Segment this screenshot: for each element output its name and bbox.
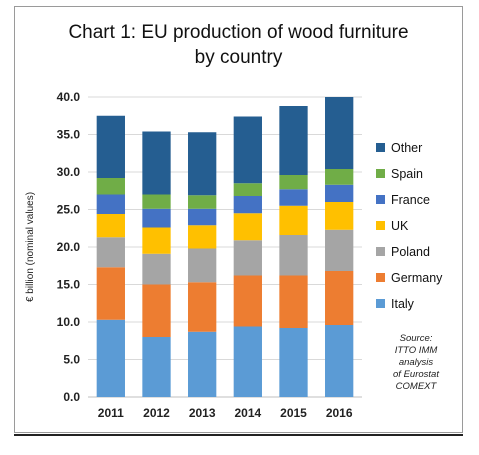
bar-segment-france: [279, 189, 308, 206]
source-annotation: Source: ITTO IMM analysis of Eurostat CO…: [376, 333, 456, 393]
legend-label-spain: Spain: [391, 167, 423, 181]
chart-title-line-1: Chart 1: EU production of wood furniture: [68, 22, 409, 43]
bar-segment-italy: [325, 325, 354, 397]
x-tick-label: 2013: [189, 406, 216, 420]
bar-segment-france: [96, 194, 125, 214]
bar-segment-spain: [325, 169, 354, 185]
legend-label-uk: UK: [391, 219, 409, 233]
bar-segment-italy: [233, 326, 262, 397]
bar-segment-poland: [188, 248, 217, 283]
y-tick-label: 5.0: [63, 353, 80, 367]
y-tick-label: 35.0: [57, 128, 81, 142]
source-line: analysis: [398, 357, 434, 368]
bar-segment-other: [142, 131, 171, 195]
bar-segment-uk: [142, 227, 171, 254]
legend-swatch-other: [376, 143, 385, 152]
bottom-rule: [14, 434, 463, 436]
bar-segment-poland: [142, 253, 171, 285]
y-tick-label: 0.0: [63, 390, 80, 404]
x-tick-label: 2011: [98, 406, 124, 420]
legend-label-italy: Italy: [391, 297, 415, 311]
bar-segment-poland: [96, 237, 125, 268]
bar-segment-france: [142, 208, 171, 228]
bar-segment-other: [233, 116, 262, 184]
legend-label-france: France: [391, 193, 430, 207]
bar-segment-germany: [233, 275, 262, 327]
legend-swatch-italy: [376, 299, 385, 308]
bar-segment-other: [279, 106, 308, 175]
y-tick-label: 20.0: [57, 240, 81, 254]
bar-segment-poland: [279, 235, 308, 276]
x-tick-label: 2015: [280, 406, 307, 420]
source-line: Source:: [399, 333, 433, 344]
source-line: ITTO IMM: [394, 345, 438, 356]
bar-segment-poland: [233, 240, 262, 276]
legend-label-germany: Germany: [391, 271, 443, 285]
legend-swatch-france: [376, 195, 385, 204]
bar-segment-france: [188, 208, 217, 226]
chart-title-line-2: by country: [194, 47, 283, 68]
bar-segment-spain: [188, 195, 217, 209]
bar-segment-italy: [142, 337, 171, 397]
chart-title: Chart 1: EU production of wood furniture…: [14, 20, 463, 70]
bar-segment-italy: [279, 328, 308, 397]
bar-segment-poland: [325, 229, 354, 271]
bar-segment-germany: [279, 275, 308, 328]
bar-segment-other: [188, 132, 217, 196]
bar-segment-spain: [96, 178, 125, 195]
source-line: COMEXT: [395, 381, 437, 392]
bar-segment-italy: [188, 331, 217, 397]
bar-segment-germany: [96, 267, 125, 320]
bar-segment-spain: [233, 183, 262, 196]
bar-segment-uk: [96, 214, 125, 238]
bar-segment-germany: [325, 271, 354, 325]
bar-segment-uk: [279, 205, 308, 235]
legend-swatch-uk: [376, 221, 385, 230]
y-tick-label: 30.0: [57, 165, 81, 179]
legend-label-poland: Poland: [391, 245, 430, 259]
bar-segment-uk: [325, 202, 354, 230]
legend-swatch-spain: [376, 169, 385, 178]
bar-segment-germany: [188, 282, 217, 332]
bar-segment-germany: [142, 284, 171, 337]
x-tick-label: 2014: [234, 406, 261, 420]
bar-segment-other: [96, 115, 125, 178]
x-tick-label: 2012: [143, 406, 170, 420]
legend-swatch-poland: [376, 247, 385, 256]
source-line: of Eurostat: [393, 369, 439, 380]
bar-segment-france: [325, 184, 354, 202]
y-axis-title: € billion (nominal values): [25, 192, 36, 302]
legend-label-other: Other: [391, 141, 422, 155]
y-tick-label: 25.0: [57, 203, 81, 217]
bar-segment-italy: [96, 319, 125, 397]
legend-swatch-germany: [376, 273, 385, 282]
y-tick-label: 40.0: [57, 90, 81, 104]
x-tick-label: 2016: [326, 406, 353, 420]
y-tick-label: 10.0: [57, 315, 81, 329]
bar-segment-spain: [142, 194, 171, 209]
bar-segment-uk: [233, 213, 262, 241]
bar-segment-uk: [188, 225, 217, 249]
bar-segment-france: [233, 196, 262, 214]
bar-segment-other: [325, 97, 354, 169]
bar-segment-spain: [279, 175, 308, 190]
y-tick-label: 15.0: [57, 278, 81, 292]
